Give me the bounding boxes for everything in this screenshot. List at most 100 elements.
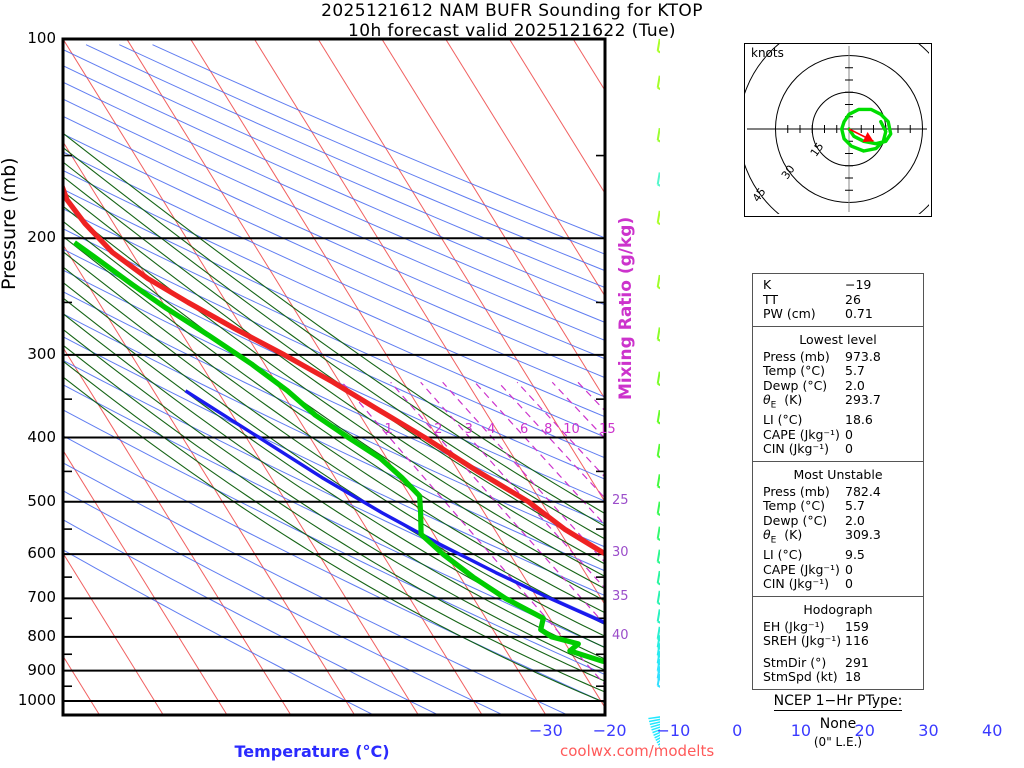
- index-row: Temp (°C) 5.7: [753, 498, 923, 514]
- temperature-axis-label: Temperature (°C): [234, 742, 390, 761]
- indices-rows-unstable: Press (mb) 782.4 Temp (°C) 5.7 Dewp (°C) 2.0 θ…: [753, 483, 923, 592]
- pressure-tick-500: 500: [27, 491, 56, 510]
- chart-title: 2025121612 NAM BUFR Sounding for KTOP 10…: [0, 0, 1024, 41]
- hodograph-stats-heading: Hodograph: [803, 601, 873, 617]
- title-line-2: 10h forecast valid 2025121622 (Tue): [348, 21, 676, 41]
- height-tick-40: 40: [612, 627, 629, 643]
- temperature-tick--20: −20: [592, 721, 627, 740]
- temperature-tick-0: 0: [732, 721, 743, 740]
- index-row: StmDir (°) 291: [753, 654, 923, 671]
- index-value: 18.6: [845, 412, 873, 427]
- index-value: 0: [845, 576, 853, 591]
- pressure-tick-200: 200: [27, 228, 56, 247]
- index-row: θE (K) 309.3: [753, 527, 923, 548]
- index-key: CIN (Jkg⁻¹): [763, 441, 829, 456]
- mixing-ratio-label-10: 10: [563, 421, 580, 437]
- index-value: 0: [845, 561, 853, 577]
- index-key: K: [763, 277, 772, 292]
- mixing-ratio-label-2: 2: [434, 421, 443, 437]
- mixing-ratio-label-3: 3: [464, 421, 473, 437]
- indices-section-top: K −19 TT 26 PW (cm) 0.71: [753, 274, 923, 327]
- index-row: StmSpd (kt) 18: [753, 669, 923, 685]
- hodograph-units-label: knots: [751, 46, 784, 60]
- pressure-tick-800: 800: [27, 626, 56, 645]
- temperature-tick--10: −10: [656, 721, 691, 740]
- lowest-level-heading: Lowest level: [799, 331, 877, 347]
- index-value: 2.0: [845, 377, 865, 393]
- indices-section-unstable: Most Unstable Press (mb) 782.4 Temp (°C) 5.…: [753, 462, 923, 597]
- index-row: SREH (Jkg⁻¹) 116: [753, 633, 923, 649]
- skewt-diagram[interactable]: Pressure (mb) Temperature (°C) coolwx.co…: [0, 0, 1002, 768]
- index-key: LI (°C): [763, 412, 803, 427]
- indices-rows-lowest: Press (mb) 973.8 Temp (°C) 5.7 Dewp (°C) 2.0 θ…: [753, 348, 923, 457]
- temperature-tick-40: 40: [982, 721, 1003, 740]
- ptype-title: NCEP 1−Hr PType:: [773, 693, 903, 711]
- ptype-block: NCEP 1−Hr PType: None (0" L.E.): [740, 690, 936, 749]
- index-row: K −19: [753, 277, 923, 293]
- index-value: 18: [845, 669, 861, 684]
- index-value: 9.5: [845, 547, 865, 562]
- index-row: CIN (Jkg⁻¹) 0: [753, 576, 923, 592]
- index-row: LI (°C) 9.5: [753, 547, 923, 563]
- index-row: LI (°C) 18.6: [753, 412, 923, 428]
- title-line-1: 2025121612 NAM BUFR Sounding for KTOP: [321, 1, 703, 21]
- temperature-tick--30: −30: [528, 721, 563, 740]
- pressure-tick-700: 700: [27, 588, 56, 607]
- index-row: CIN (Jkg⁻¹) 0: [753, 441, 923, 457]
- index-row: θE (K) 293.7: [753, 392, 923, 413]
- mixing-ratio-axis-label: Mixing Ratio (g/kg): [616, 216, 636, 400]
- ptype-value: None: [819, 716, 857, 732]
- index-key: StmSpd (kt): [763, 669, 838, 684]
- index-value: 2.0: [845, 512, 865, 528]
- index-value: 116: [845, 633, 869, 648]
- index-row: PW (cm) 0.71: [753, 306, 923, 322]
- index-row: TT 26: [753, 291, 923, 308]
- index-value: 5.7: [845, 498, 865, 513]
- index-value: 291: [845, 654, 869, 670]
- hodograph-wind-trace: [840, 107, 893, 153]
- pressure-tick-600: 600: [27, 544, 56, 563]
- index-key: CIN (Jkg⁻¹): [763, 576, 829, 591]
- indices-section-lowest: Lowest level Press (mb) 973.8 Temp (°C) 5.7…: [753, 327, 923, 462]
- mixing-ratio-label-6: 6: [519, 421, 529, 437]
- mixing-ratio-label-8: 8: [544, 421, 553, 437]
- index-key: Temp (°C): [763, 498, 826, 513]
- index-row: Press (mb) 782.4: [753, 483, 923, 500]
- index-row: CAPE (Jkg⁻¹) 0: [753, 561, 923, 578]
- index-key: Press (mb): [763, 348, 830, 364]
- index-row: CAPE (Jkg⁻¹) 0: [753, 426, 923, 443]
- mixing-ratio-label-1: 1: [384, 421, 393, 437]
- index-value: 782.4: [845, 483, 881, 499]
- index-key: EH (Jkg⁻¹): [763, 618, 825, 634]
- index-row: Dewp (°C) 2.0: [753, 512, 923, 529]
- most-unstable-heading: Most Unstable: [793, 466, 883, 482]
- indices-rows-top: K −19 TT 26 PW (cm) 0.71: [753, 277, 923, 322]
- pressure-tick-100: 100: [27, 29, 56, 47]
- indices-section-hodograph: Hodograph EH (Jkg⁻¹) 159 SREH (Jkg⁻¹) 116 St…: [753, 597, 923, 689]
- index-value: 0: [845, 441, 853, 456]
- index-value: 26: [845, 291, 861, 307]
- index-value: 309.3: [845, 527, 881, 542]
- index-row: Dewp (°C) 2.0: [753, 377, 923, 394]
- pressure-axis-label: Pressure (mb): [0, 157, 20, 290]
- index-key: TT: [763, 291, 779, 307]
- index-row: EH (Jkg⁻¹) 159: [753, 618, 923, 635]
- temperature-tick-30: 30: [918, 721, 939, 740]
- ptype-liquid-equivalent: (0" L.E.): [813, 735, 863, 749]
- pressure-tick-300: 300: [27, 344, 56, 363]
- height-tick-35: 35: [612, 589, 629, 605]
- index-key: θE (K): [763, 392, 803, 411]
- pressure-tick-900: 900: [27, 660, 56, 679]
- index-value: −19: [845, 277, 872, 292]
- mixing-ratio-label-15: 15: [599, 421, 616, 437]
- watermark: coolwx.com/modelts: [560, 742, 715, 760]
- index-key: Dewp (°C): [763, 512, 828, 528]
- index-key: CAPE (Jkg⁻¹): [763, 561, 840, 577]
- pressure-tick-400: 400: [27, 427, 56, 446]
- index-value: 0: [845, 426, 853, 442]
- indices-rows-hodograph: EH (Jkg⁻¹) 159 SREH (Jkg⁻¹) 116 StmDir (°) 29…: [753, 618, 923, 685]
- hodograph[interactable]: 15 30 45 knots: [738, 18, 960, 240]
- index-row: Temp (°C) 5.7: [753, 363, 923, 379]
- index-key: θE (K): [763, 527, 803, 546]
- index-key: CAPE (Jkg⁻¹): [763, 426, 840, 442]
